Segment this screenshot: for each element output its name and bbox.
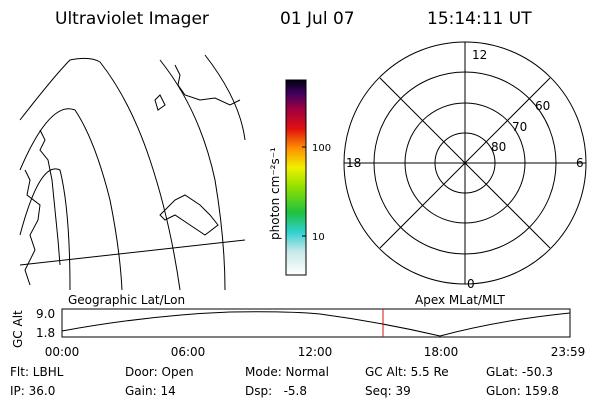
info-field: Flt: LBHL <box>10 365 64 379</box>
timeline-x-label: 23:59 <box>551 345 586 359</box>
altitude-curve <box>61 311 571 337</box>
timeline-axis-label: GC Alt <box>11 310 25 348</box>
timeline-title: Geographic Lat/Lon <box>68 293 185 307</box>
colorbar-tick-label: 100 <box>312 143 331 154</box>
info-field: Door: Open <box>125 365 194 379</box>
info-field: GLon: 159.8 <box>486 384 559 398</box>
timeline-x-label: 18:00 <box>424 345 459 359</box>
timeline-x-label: 06:00 <box>171 345 206 359</box>
timeline-frame <box>61 308 571 338</box>
info-field: Dsp: -5.8 <box>245 384 307 398</box>
polar-label: 18 <box>346 156 361 170</box>
timeline-x-label: 00:00 <box>45 345 80 359</box>
ring-label: 60 <box>535 99 550 113</box>
timeline-y-label: 1.8 <box>36 326 55 340</box>
polar-label: 6 <box>576 156 584 170</box>
time: 15:14:11 UT <box>427 9 532 29</box>
colorbar-label: photon cm⁻²s⁻¹ <box>268 147 282 240</box>
date: 01 Jul 07 <box>280 9 355 29</box>
info-field: Gain: 14 <box>125 384 176 398</box>
colorbar <box>285 79 307 276</box>
info-field: Seq: 39 <box>365 384 411 398</box>
info-field: GC Alt: 5.5 Re <box>365 365 449 379</box>
timeline-y-label: 9.0 <box>36 307 55 321</box>
info-field: IP: 36.0 <box>10 384 55 398</box>
ring-label: 80 <box>491 140 506 154</box>
info-field: Mode: Normal <box>245 365 329 379</box>
colorbar-tick-label: 10 <box>312 232 325 243</box>
ring-label: 70 <box>512 120 527 134</box>
timeline-x-label: 12:00 <box>298 345 333 359</box>
map <box>19 54 246 291</box>
info-field: GLat: -50.3 <box>486 365 553 379</box>
timeline-title: Apex MLat/MLT <box>415 293 505 307</box>
instrument-title: Ultraviolet Imager <box>55 9 209 29</box>
polar-grid <box>343 41 587 285</box>
polar-label: 12 <box>472 48 487 62</box>
polar-label: 0 <box>467 277 475 291</box>
